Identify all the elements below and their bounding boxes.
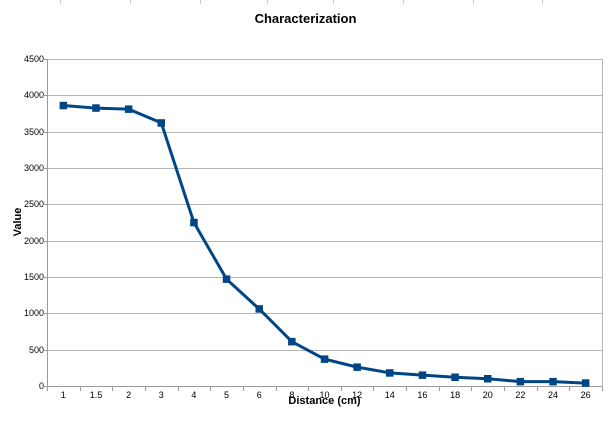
- x-axis-tick: [112, 387, 113, 391]
- data-point-marker: [255, 305, 263, 313]
- data-point-marker: [124, 105, 133, 113]
- data-point-marker: [222, 275, 231, 283]
- x-axis-tick: [145, 387, 146, 391]
- gridline: [47, 168, 602, 169]
- gridline: [47, 277, 602, 278]
- x-axis-tick: [569, 387, 570, 391]
- gridline: [47, 59, 602, 60]
- ruler-tick: [473, 0, 474, 4]
- gridline: [47, 313, 602, 314]
- x-tick-label: 6: [256, 390, 262, 400]
- data-point-marker: [418, 371, 427, 379]
- y-tick-label: 1500: [23, 272, 44, 282]
- data-point-marker: [288, 337, 296, 346]
- x-axis-line: [47, 386, 603, 387]
- x-tick-label: 18: [450, 390, 461, 400]
- y-axis-tick: [43, 241, 47, 242]
- series-plot: [59, 101, 590, 387]
- data-point-marker: [386, 369, 394, 377]
- x-tick-label: 1.5: [89, 390, 103, 400]
- gridline: [47, 204, 602, 205]
- x-tick-label: 20: [482, 390, 493, 400]
- y-tick-label: 4500: [23, 54, 44, 64]
- ruler-tick: [333, 0, 334, 4]
- x-tick-label: 24: [548, 390, 559, 400]
- data-point-marker: [59, 101, 68, 110]
- x-axis-tick: [178, 387, 179, 391]
- y-axis-title: Value: [12, 207, 24, 237]
- y-tick-label: 3500: [23, 127, 44, 137]
- gridline: [47, 241, 602, 242]
- chart-title: Characterization: [254, 11, 357, 26]
- ruler-tick: [403, 0, 404, 4]
- x-tick-label: 2: [126, 390, 132, 400]
- ruler-tick: [60, 0, 61, 4]
- x-tick-label: 4: [191, 390, 197, 400]
- y-axis-tick: [43, 350, 47, 351]
- x-tick-label: 16: [417, 390, 428, 400]
- x-axis-tick: [602, 387, 603, 391]
- x-axis-tick: [276, 387, 277, 391]
- y-axis-tick: [43, 313, 47, 314]
- x-axis-tick: [243, 387, 244, 391]
- x-axis-tick: [47, 387, 48, 391]
- data-point-marker: [353, 363, 361, 371]
- series-line: [63, 104, 586, 385]
- gridline: [47, 95, 602, 96]
- y-axis-tick: [43, 132, 47, 133]
- y-tick-label: 500: [28, 345, 44, 355]
- x-axis-tick: [373, 387, 374, 391]
- data-point-marker: [190, 218, 198, 227]
- data-point-marker: [549, 377, 557, 386]
- x-tick-label: 1: [60, 390, 66, 400]
- data-point-marker: [92, 104, 100, 112]
- data-point-marker: [581, 379, 590, 387]
- y-tick-label: 0: [38, 381, 44, 391]
- x-axis-tick: [471, 387, 472, 391]
- y-tick-label: 1000: [23, 308, 44, 318]
- x-axis-tick: [537, 387, 538, 391]
- ruler-tick: [267, 0, 268, 4]
- y-tick-label: 2500: [23, 199, 44, 209]
- x-axis-tick: [210, 387, 211, 391]
- data-point-marker: [157, 119, 165, 127]
- gridline: [47, 350, 602, 351]
- x-tick-label: 3: [158, 390, 164, 400]
- ruler-tick: [130, 0, 131, 4]
- x-axis-tick: [80, 387, 81, 391]
- x-tick-label: 22: [515, 390, 526, 400]
- gridline: [47, 132, 602, 133]
- x-axis-tick: [406, 387, 407, 391]
- y-axis-tick: [43, 386, 47, 387]
- y-axis-tick: [43, 204, 47, 205]
- x-axis-title: Distance (cm): [288, 395, 361, 407]
- x-axis-tick: [504, 387, 505, 391]
- data-point-marker: [516, 377, 525, 386]
- y-axis-tick: [43, 277, 47, 278]
- y-tick-label: 3000: [23, 163, 44, 173]
- x-axis-tick: [308, 387, 309, 391]
- data-point-marker: [451, 373, 459, 381]
- data-point-marker: [484, 375, 492, 383]
- y-axis-line: [47, 59, 48, 387]
- y-axis-tick: [43, 59, 47, 60]
- data-point-marker: [320, 355, 329, 363]
- ruler-tick: [542, 0, 543, 4]
- y-tick-label: 2000: [23, 236, 44, 246]
- ruler-tick: [200, 0, 201, 4]
- x-tick-label: 12: [352, 390, 363, 400]
- y-tick-label: 4000: [23, 90, 44, 100]
- y-axis-tick: [43, 168, 47, 169]
- x-tick-label: 5: [224, 390, 230, 400]
- x-tick-label: 26: [580, 390, 591, 400]
- y-axis-tick: [43, 95, 47, 96]
- plot-right-border: [602, 59, 603, 386]
- plot-area: [47, 59, 603, 386]
- x-axis-tick: [341, 387, 342, 391]
- x-axis-tick: [439, 387, 440, 391]
- x-tick-label: 8: [289, 390, 295, 400]
- x-tick-label: 14: [384, 390, 395, 400]
- x-tick-label: 10: [319, 390, 330, 400]
